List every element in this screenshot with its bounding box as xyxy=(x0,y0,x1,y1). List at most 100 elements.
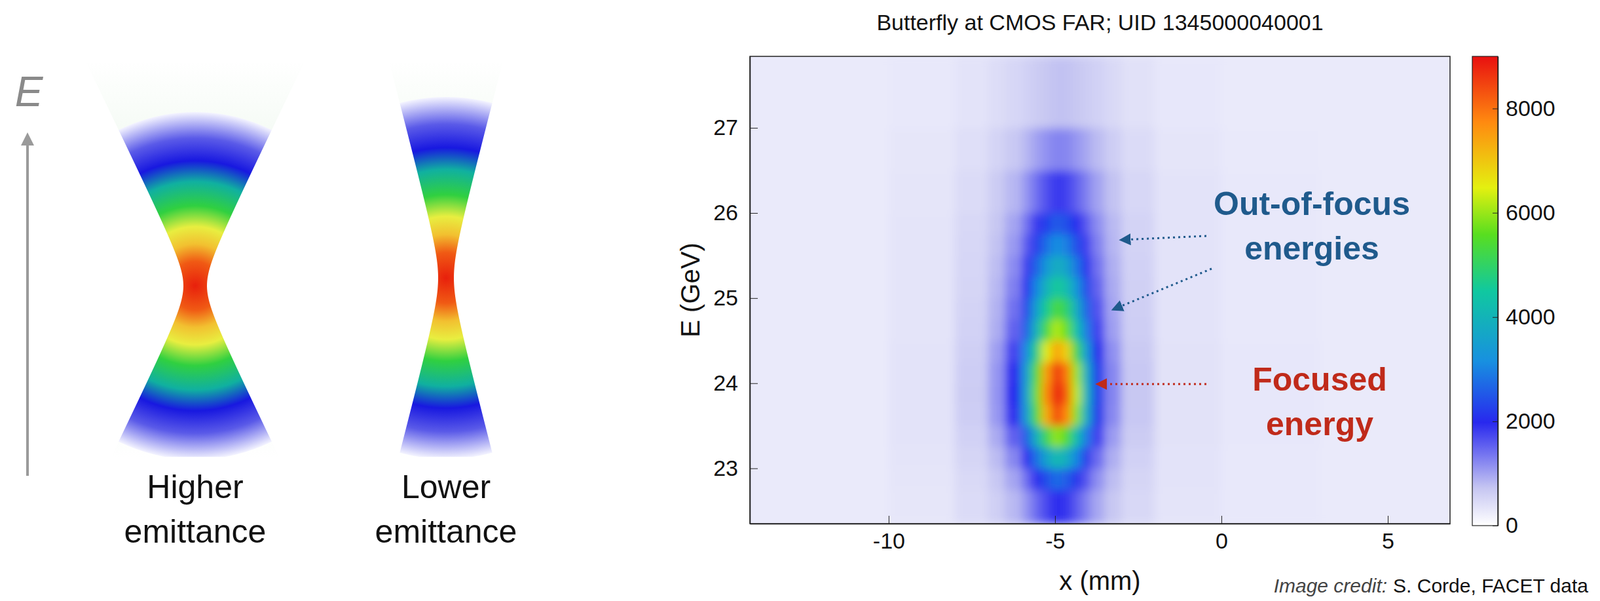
heatmap-cell xyxy=(1121,276,1156,298)
heatmap-cell xyxy=(1004,339,1022,362)
heatmap-cell xyxy=(1051,446,1062,469)
tick-label: 0 xyxy=(1215,527,1228,553)
tick-mark xyxy=(749,383,758,384)
tick-mark xyxy=(1492,212,1498,214)
heatmap-cell xyxy=(1154,233,1223,256)
heatmap-cell xyxy=(1121,339,1156,362)
heatmap-cell xyxy=(1021,425,1033,447)
heatmap-cell xyxy=(1091,170,1105,214)
heatmap-cell xyxy=(1071,446,1082,469)
heatmap-cell xyxy=(1121,297,1156,319)
heatmap-cell xyxy=(1081,276,1092,298)
panel-label: Loweremittance xyxy=(375,468,518,550)
beam-density xyxy=(85,60,305,457)
heatmap-cell xyxy=(1031,297,1042,319)
heatmap-cell xyxy=(888,382,956,405)
panel-label: Higheremittance xyxy=(124,468,267,550)
heatmap-cell xyxy=(888,254,956,277)
heatmap-cell xyxy=(1154,361,1223,384)
heatmap-cell xyxy=(749,425,889,447)
cells-clip xyxy=(749,56,1451,524)
heatmap-cell xyxy=(1071,425,1082,447)
tick: 23 xyxy=(713,455,758,481)
heatmap-cell xyxy=(1041,127,1052,171)
heatmap-cell xyxy=(1104,276,1122,298)
axis-line xyxy=(1497,56,1500,526)
heatmap-cell xyxy=(1061,56,1073,129)
x-axis-title: x (mm) xyxy=(1059,565,1141,595)
heatmap-cell xyxy=(1041,404,1052,426)
heatmap-cell xyxy=(1061,233,1073,256)
heatmap-cell xyxy=(1081,467,1092,490)
heatmap-cell xyxy=(988,212,1006,234)
heatmap-cell xyxy=(1071,467,1082,490)
heatmap-cell xyxy=(1220,127,1321,171)
heatmap-cell xyxy=(954,382,989,405)
heatmap-cell xyxy=(1061,276,1073,298)
heatmap-cell xyxy=(888,297,956,319)
heatmap-cell xyxy=(954,276,989,298)
heatmap-cell xyxy=(1154,297,1223,319)
energy-arrow xyxy=(26,138,29,476)
tick: 8000 xyxy=(1492,95,1556,121)
heatmap-cell xyxy=(1071,170,1082,214)
heatmap-cell xyxy=(1320,297,1451,319)
heatmap-cell xyxy=(1004,170,1022,214)
heatmap-cell xyxy=(988,297,1006,319)
heatmap-cell xyxy=(888,276,956,298)
heatmap-cell xyxy=(1091,56,1105,129)
heatmap-cell xyxy=(749,170,889,214)
heatmap-cell xyxy=(988,254,1006,277)
credit-prefix: Image credit: xyxy=(1273,574,1388,596)
heatmap-cell xyxy=(988,489,1006,524)
tick-label: 26 xyxy=(713,199,739,225)
heatmap-cell xyxy=(954,297,989,319)
heatmap-cell xyxy=(1031,446,1042,469)
heatmap-cell xyxy=(1021,382,1033,405)
tick-mark xyxy=(749,468,758,469)
heatmap-cell xyxy=(1031,56,1042,129)
heatmap-cell xyxy=(1031,361,1042,384)
heatmap-cell xyxy=(1051,56,1062,129)
heatmap-cell xyxy=(1104,361,1122,384)
heatmap-cell xyxy=(988,446,1006,469)
cells xyxy=(749,56,1451,524)
heatmap-cell xyxy=(1031,212,1042,234)
heatmap-cell xyxy=(1031,382,1042,405)
heatmap-cell xyxy=(1021,254,1033,277)
heatmap-cell xyxy=(1071,233,1082,256)
heatmap-cell xyxy=(954,446,989,469)
heatmap-cell xyxy=(1061,339,1073,362)
heatmap-cell xyxy=(1091,425,1105,447)
annotation-arrow xyxy=(1097,383,1207,386)
heatmap-cell xyxy=(1104,489,1122,524)
heatmap-cell xyxy=(1081,297,1092,319)
heatmap-cell xyxy=(954,233,989,256)
beam-panel: Loweremittance xyxy=(375,60,518,550)
heatmap-cell xyxy=(1220,318,1321,341)
heatmap-cell xyxy=(1121,467,1156,490)
tick-label: 27 xyxy=(713,114,739,140)
heatmap-cell xyxy=(1154,318,1223,341)
beam-envelope xyxy=(389,60,503,457)
tick-mark xyxy=(888,515,890,524)
heatmap-cell xyxy=(1220,297,1321,319)
heatmap-cell xyxy=(1051,489,1062,524)
beam-panel: Higheremittance xyxy=(85,60,305,550)
heatmap-cell xyxy=(1320,318,1451,341)
heatmap-cell xyxy=(988,233,1006,256)
heatmap-cell xyxy=(1021,212,1033,234)
tick-label: 24 xyxy=(713,370,739,395)
tick-mark xyxy=(749,297,758,299)
heatmap-cell xyxy=(1061,404,1073,426)
heatmap-cell xyxy=(1104,339,1122,362)
tick-label: 5 xyxy=(1381,527,1395,553)
heatmap-cell xyxy=(1081,446,1092,469)
heatmap-cell xyxy=(1004,489,1022,524)
heatmap-cell xyxy=(988,404,1006,426)
heatmap-cell xyxy=(1051,127,1062,171)
heatmap-cell xyxy=(1061,489,1073,524)
heatmap-cell xyxy=(1081,127,1092,171)
heatmap-cell xyxy=(1091,212,1105,234)
tick-label: 23 xyxy=(713,455,739,481)
